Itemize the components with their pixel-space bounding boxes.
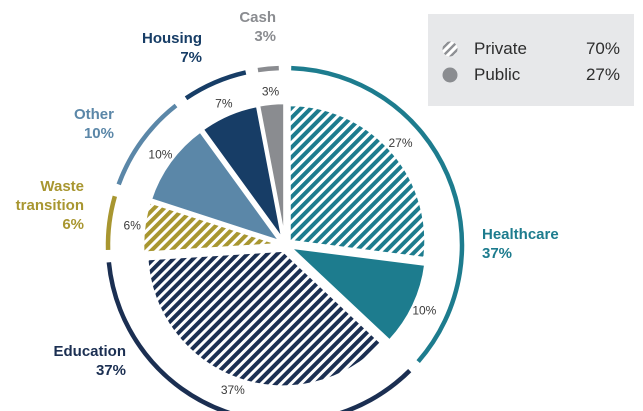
slice-housing-solid	[200, 104, 284, 241]
category-label-cash: Cash 3%	[239, 9, 276, 45]
legend-label: Public	[474, 65, 521, 84]
slice-label: 3%	[262, 85, 280, 99]
legend-value: 27%	[585, 65, 620, 84]
category-label-waste-transition: Waste transition 6%	[16, 178, 84, 233]
slice-label: 10%	[148, 147, 172, 161]
legend-label: Private	[474, 39, 527, 58]
category-label-other: Other 10%	[74, 106, 114, 142]
slice-waste-transition-hatched	[141, 200, 280, 255]
legend-item-private: Private 70%	[442, 38, 620, 60]
slice-label: 27%	[389, 136, 413, 150]
pie-slices	[141, 101, 427, 388]
slice-label: 6%	[124, 219, 142, 233]
ring-arc-education	[106, 262, 412, 411]
ring-arc-waste-transition	[105, 195, 118, 250]
outer-ring	[105, 65, 465, 411]
hatched-swatch-icon	[442, 41, 458, 57]
slice-healthcare-hatched	[288, 103, 427, 260]
ring-arc-other	[116, 103, 178, 186]
slice-cash-solid	[257, 101, 286, 240]
slice-label: 10%	[412, 304, 436, 318]
ring-arc-housing	[184, 70, 247, 101]
slice-healthcare-solid	[286, 245, 427, 343]
legend-value: 70%	[585, 39, 620, 58]
slice-other-solid	[149, 129, 284, 244]
slice-label: 37%	[221, 383, 245, 397]
legend-item-public: Public 27%	[442, 64, 620, 86]
category-labels: Healthcare 37% Education 37% Waste transition…	[16, 9, 559, 379]
ring-arc-cash	[257, 65, 279, 73]
category-label-healthcare: Healthcare 37%	[482, 226, 559, 262]
slice-labels: 27% 10% 37% 6% 10% 7% 3%	[124, 85, 437, 397]
solid-swatch-icon	[442, 67, 458, 83]
slice-label: 7%	[215, 97, 233, 111]
slice-education-hatched	[145, 249, 384, 388]
category-label-housing: Housing 7%	[142, 30, 202, 66]
ring-arc-healthcare	[291, 65, 465, 364]
category-label-education: Education 37%	[53, 343, 126, 379]
legend: Private 70% Public 27%	[428, 14, 634, 106]
